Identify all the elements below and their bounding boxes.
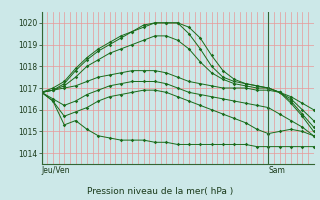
Text: Jeu/Ven: Jeu/Ven	[42, 166, 70, 175]
Text: Sam: Sam	[268, 166, 285, 175]
Text: Pression niveau de la mer( hPa ): Pression niveau de la mer( hPa )	[87, 187, 233, 196]
